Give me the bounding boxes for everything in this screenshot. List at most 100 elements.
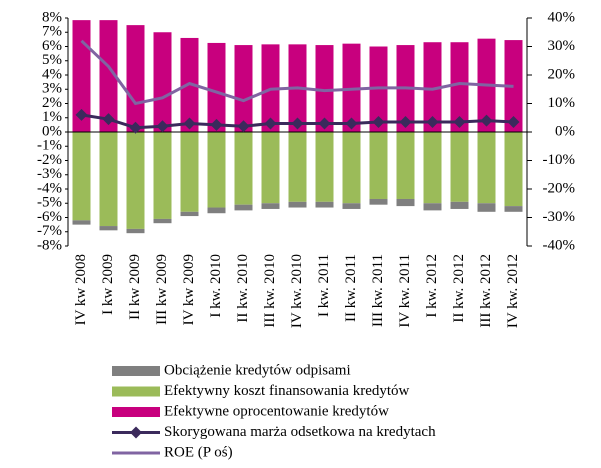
bar [234,204,253,211]
x-tick-label: I kw. 2012 [424,254,440,318]
bar [99,226,118,231]
bar [72,132,91,221]
bar [369,198,388,205]
y-tick-label: 7% [42,24,62,40]
x-tick-label: I kw. 2010 [208,254,224,318]
marker [426,116,439,129]
y-tick-label: -1% [37,138,62,154]
marker [372,116,385,129]
marker [75,108,88,121]
bar [126,25,145,132]
bar [423,42,442,132]
marker [156,120,169,133]
y2-tick-label: 40% [548,9,576,25]
x-tick-label: IV kw. 2012 [505,254,521,328]
x-tick-label: II kw 2009 [127,254,143,320]
bar [369,132,388,199]
y-tick-label: -2% [37,152,62,168]
marker [318,117,331,130]
bar [207,207,226,214]
y-tick-label: -7% [37,223,62,239]
bar [207,132,226,208]
bar [99,20,118,133]
y-tick-label: -6% [37,209,62,225]
bar [315,201,334,208]
y-tick-label: 8% [42,9,62,25]
bar [153,32,172,132]
bar [153,132,172,219]
x-tick-label: III kw. 2010 [262,254,278,328]
bar [261,132,280,204]
bar [450,132,469,202]
x-tick-label: IV kw 2009 [181,254,197,325]
bar [504,132,523,207]
x-tick-label: I kw. 2011 [316,254,332,317]
bar [180,132,199,212]
bar [234,45,253,133]
legend-label: Efektywne oprocentowanie kredytów [164,403,389,419]
x-tick-label: IV kw 2008 [73,254,89,325]
bar [207,42,226,132]
y2-tick-label: -40% [543,237,576,253]
y2-tick-label: -30% [543,209,576,225]
y-tick-label: -4% [37,180,62,196]
marker [237,120,250,133]
bar [261,203,280,209]
marker [183,117,196,130]
x-tick-label: I kw 2009 [100,254,116,315]
bar [396,198,415,207]
y-tick-label: -5% [37,195,62,211]
bar [234,132,253,205]
bar [153,218,172,224]
legend-label: Obciążenie kredytów odpisami [164,362,351,378]
legend-swatch [112,366,160,376]
bar [72,220,91,225]
bar [288,132,307,202]
y2-tick-label: 20% [548,66,576,82]
legend-swatch [112,407,160,417]
bar [396,132,415,199]
y-tick-label: 5% [42,52,62,68]
y-tick-label: 6% [42,38,62,54]
y2-tick-label: -20% [543,180,576,196]
y2-tick-label: -10% [543,152,576,168]
x-tick-label: II kw. 2010 [235,254,251,323]
bar [477,132,496,204]
legend-swatch [112,386,160,397]
bar [126,132,145,229]
x-tick-label: II kw. 2012 [451,254,467,323]
x-tick-label: III kw. 2012 [478,254,494,328]
bar [315,45,334,133]
y-tick-label: 0% [42,123,62,139]
bar [180,211,199,217]
y-tick-label: 2% [42,95,62,111]
x-tick-label: III kw. 2011 [370,254,386,327]
bar [99,132,118,227]
x-tick-label: III kw 2009 [154,254,170,325]
marker [210,118,223,131]
bar [450,201,469,209]
y2-tick-label: 30% [548,38,576,54]
marker [129,121,142,134]
bar [126,228,145,234]
bar [477,203,496,212]
bar [342,203,361,209]
bar [423,132,442,204]
legend-label: ROE (P oś) [164,444,233,460]
marker [399,116,412,129]
bar [288,201,307,208]
bar [342,132,361,204]
marker [480,114,493,127]
x-tick-label: IV kw. 2011 [397,254,413,328]
legend-marker [130,426,142,439]
y2-tick-label: 0% [555,123,575,139]
y2-tick-label: 10% [548,95,576,111]
marker [264,117,277,130]
marker [453,116,466,129]
bar [315,132,334,202]
bar [450,42,469,132]
x-tick-label: II kw. 2011 [343,254,359,322]
bar [72,20,91,133]
marker [507,116,520,129]
legend-label: Efektywny koszt finansowania kredytów [164,383,410,399]
